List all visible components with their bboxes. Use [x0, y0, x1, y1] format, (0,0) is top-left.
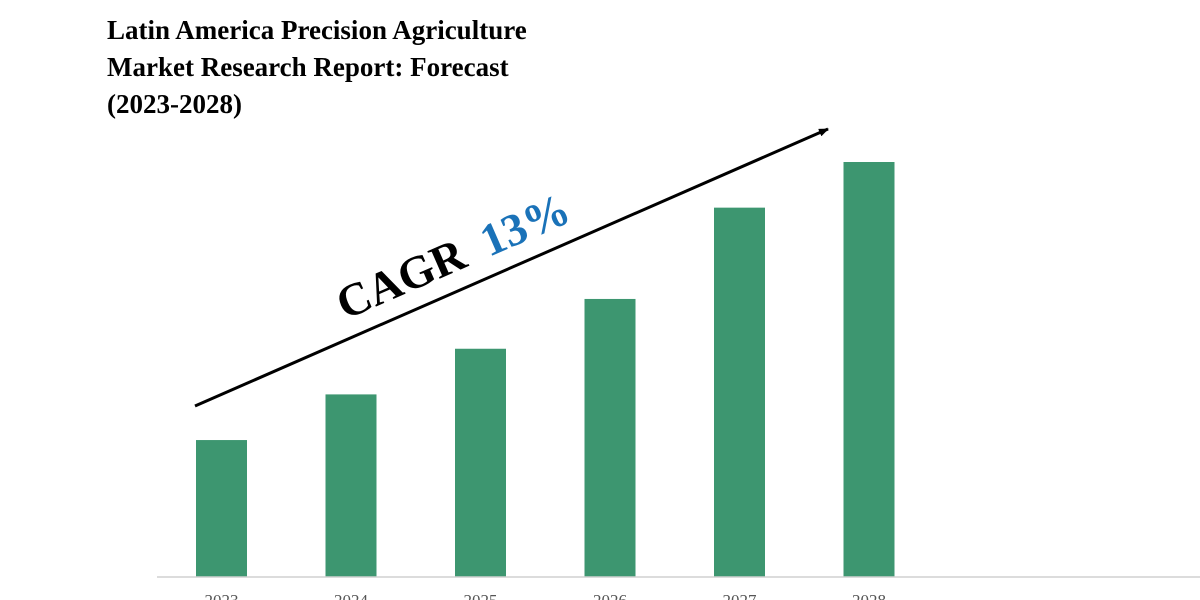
- x-tick-label: 2025: [464, 591, 498, 600]
- cagr-value: 13%: [472, 183, 577, 267]
- bar-2023: [196, 440, 247, 577]
- bar-2024: [325, 394, 377, 577]
- bar-2025: [455, 348, 506, 577]
- x-tick-label: 2024: [334, 591, 369, 600]
- cagr-label: CAGR: [329, 228, 474, 329]
- bar-2026: [584, 298, 636, 577]
- x-tick-label: 2023: [205, 591, 239, 600]
- bar-2028: [843, 162, 895, 577]
- x-tick-label: 2026: [593, 591, 627, 600]
- bar-2027: [714, 207, 765, 577]
- x-tick-label: 2028: [852, 591, 886, 600]
- x-tick-label: 2027: [723, 591, 758, 600]
- trend-arrow: [194, 127, 829, 408]
- chart-title: Latin America Precision Agriculture Mark…: [107, 15, 527, 119]
